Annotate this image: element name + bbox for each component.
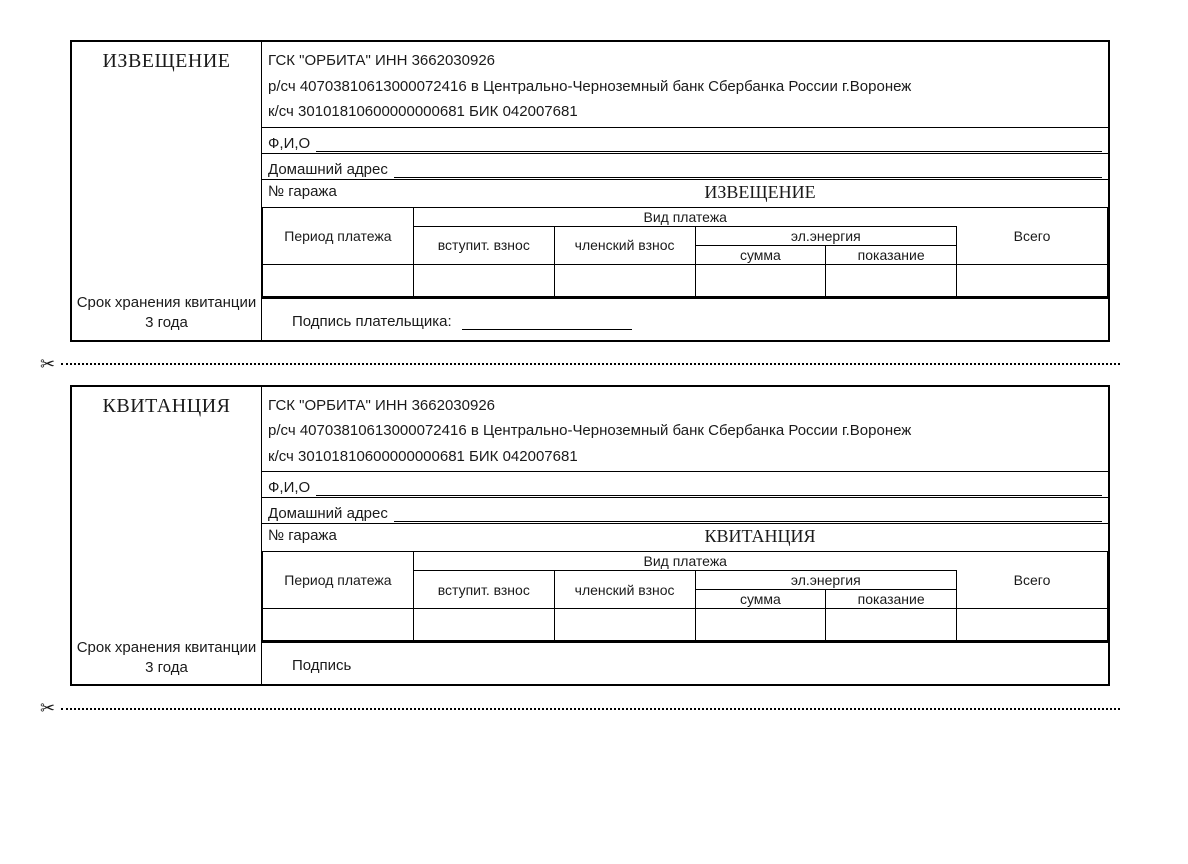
address-label: Домашний адрес	[268, 161, 388, 178]
slip1-fio-row: Ф,И,О	[262, 127, 1108, 153]
slip2-payment-table: Период платежа Вид платежа Всего вступит…	[262, 551, 1108, 641]
slip1-retention: Срок хранения квитанции 3 года	[76, 293, 257, 334]
entry-fee-header: вступит. взнос	[413, 226, 554, 264]
cut-dots	[61, 363, 1120, 365]
receipt-slip: КВИТАНЦИЯ Срок хранения квитанции 3 года…	[70, 385, 1110, 687]
slip1-org-block: ГСК "ОРБИТА" ИНН 3662030926 р/сч 4070381…	[262, 42, 1108, 127]
energy-reading-header: показание	[826, 245, 957, 264]
org-line-2: р/сч 40703810613000072416 в Центрально-Ч…	[268, 418, 1102, 444]
garage-label: № гаража	[262, 180, 412, 207]
member-fee-cell[interactable]	[554, 264, 695, 296]
period-header: Период платежа	[263, 207, 414, 264]
total-header: Всего	[957, 207, 1108, 264]
table-row	[263, 609, 1108, 641]
payment-type-header: Вид платежа	[413, 207, 956, 226]
energy-sum-cell[interactable]	[695, 609, 826, 641]
energy-reading-cell[interactable]	[826, 264, 957, 296]
signature-line[interactable]	[462, 316, 632, 330]
entry-fee-cell[interactable]	[413, 609, 554, 641]
fio-input-line[interactable]	[316, 481, 1102, 496]
energy-header: эл.энергия	[695, 571, 957, 590]
notification-slip: ИЗВЕЩЕНИЕ Срок хранения квитанции 3 года…	[70, 40, 1110, 342]
slip1-signature-row: Подпись плательщика:	[262, 297, 1108, 340]
energy-sum-cell[interactable]	[695, 264, 826, 296]
table-row	[263, 264, 1108, 296]
org-line-1: ГСК "ОРБИТА" ИНН 3662030926	[268, 48, 1102, 74]
entry-fee-header: вступит. взнос	[413, 571, 554, 609]
energy-sum-header: сумма	[695, 245, 826, 264]
garage-section-title: КВИТАНЦИЯ	[412, 524, 1108, 551]
period-cell[interactable]	[263, 264, 414, 296]
energy-sum-header: сумма	[695, 590, 826, 609]
slip2-right-column: ГСК "ОРБИТА" ИНН 3662030926 р/сч 4070381…	[262, 387, 1108, 685]
energy-reading-cell[interactable]	[826, 609, 957, 641]
fio-label: Ф,И,О	[268, 479, 310, 496]
period-cell[interactable]	[263, 609, 414, 641]
cut-line-2: ✂	[40, 698, 1120, 719]
energy-reading-header: показание	[826, 590, 957, 609]
member-fee-cell[interactable]	[554, 609, 695, 641]
address-label: Домашний адрес	[268, 505, 388, 522]
slip1-garage-row: № гаража ИЗВЕЩЕНИЕ	[262, 179, 1108, 207]
address-input-line[interactable]	[394, 163, 1102, 178]
garage-label: № гаража	[262, 524, 412, 551]
slip2-title: КВИТАНЦИЯ	[76, 395, 257, 418]
total-header: Всего	[957, 552, 1108, 609]
total-cell[interactable]	[957, 609, 1108, 641]
slip2-left-column: КВИТАНЦИЯ Срок хранения квитанции 3 года	[72, 387, 262, 685]
cut-dots	[61, 708, 1120, 710]
slip2-fio-row: Ф,И,О	[262, 471, 1108, 497]
org-line-1: ГСК "ОРБИТА" ИНН 3662030926	[268, 393, 1102, 419]
slip1-address-row: Домашний адрес	[262, 153, 1108, 179]
signature-label: Подпись	[292, 657, 351, 674]
payment-type-header: Вид платежа	[413, 552, 956, 571]
member-fee-header: членский взнос	[554, 571, 695, 609]
org-line-3: к/сч 30101810600000000681 БИК 042007681	[268, 444, 1102, 470]
slip2-garage-row: № гаража КВИТАНЦИЯ	[262, 523, 1108, 551]
slip2-signature-row: Подпись	[262, 641, 1108, 684]
signature-label: Подпись плательщика:	[292, 313, 452, 330]
total-cell[interactable]	[957, 264, 1108, 296]
slip1-payment-table: Период платежа Вид платежа Всего вступит…	[262, 207, 1108, 297]
energy-header: эл.энергия	[695, 226, 957, 245]
fio-input-line[interactable]	[316, 137, 1102, 152]
org-line-2: р/сч 40703810613000072416 в Центрально-Ч…	[268, 74, 1102, 100]
slip2-address-row: Домашний адрес	[262, 497, 1108, 523]
period-header: Период платежа	[263, 552, 414, 609]
scissors-icon: ✂	[40, 354, 55, 375]
slip1-right-column: ГСК "ОРБИТА" ИНН 3662030926 р/сч 4070381…	[262, 42, 1108, 340]
garage-section-title: ИЗВЕЩЕНИЕ	[412, 180, 1108, 207]
slip2-retention: Срок хранения квитанции 3 года	[76, 638, 257, 679]
slip1-left-column: ИЗВЕЩЕНИЕ Срок хранения квитанции 3 года	[72, 42, 262, 340]
entry-fee-cell[interactable]	[413, 264, 554, 296]
org-line-3: к/сч 30101810600000000681 БИК 042007681	[268, 99, 1102, 125]
scissors-icon: ✂	[40, 698, 55, 719]
member-fee-header: членский взнос	[554, 226, 695, 264]
slip1-title: ИЗВЕЩЕНИЕ	[76, 50, 257, 73]
cut-line-1: ✂	[40, 354, 1120, 375]
fio-label: Ф,И,О	[268, 135, 310, 152]
address-input-line[interactable]	[394, 507, 1102, 522]
slip2-org-block: ГСК "ОРБИТА" ИНН 3662030926 р/сч 4070381…	[262, 387, 1108, 472]
